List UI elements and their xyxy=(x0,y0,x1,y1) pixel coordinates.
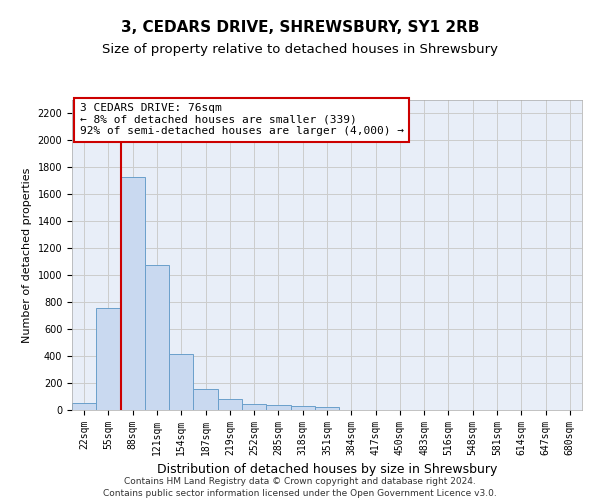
Bar xyxy=(218,399,242,410)
Bar xyxy=(169,354,193,410)
Bar xyxy=(72,402,96,410)
Bar xyxy=(121,177,145,410)
Bar xyxy=(145,265,169,410)
Text: 3, CEDARS DRIVE, SHREWSBURY, SY1 2RB: 3, CEDARS DRIVE, SHREWSBURY, SY1 2RB xyxy=(121,20,479,35)
Text: Size of property relative to detached houses in Shrewsbury: Size of property relative to detached ho… xyxy=(102,42,498,56)
Bar xyxy=(193,389,218,410)
Text: Contains HM Land Registry data © Crown copyright and database right 2024.: Contains HM Land Registry data © Crown c… xyxy=(124,478,476,486)
Bar xyxy=(315,408,339,410)
Bar xyxy=(290,406,315,410)
Bar xyxy=(242,404,266,410)
X-axis label: Distribution of detached houses by size in Shrewsbury: Distribution of detached houses by size … xyxy=(157,464,497,476)
Text: 3 CEDARS DRIVE: 76sqm
← 8% of detached houses are smaller (339)
92% of semi-deta: 3 CEDARS DRIVE: 76sqm ← 8% of detached h… xyxy=(80,103,404,136)
Bar xyxy=(96,308,121,410)
Text: Contains public sector information licensed under the Open Government Licence v3: Contains public sector information licen… xyxy=(103,489,497,498)
Y-axis label: Number of detached properties: Number of detached properties xyxy=(22,168,32,342)
Bar xyxy=(266,405,290,410)
